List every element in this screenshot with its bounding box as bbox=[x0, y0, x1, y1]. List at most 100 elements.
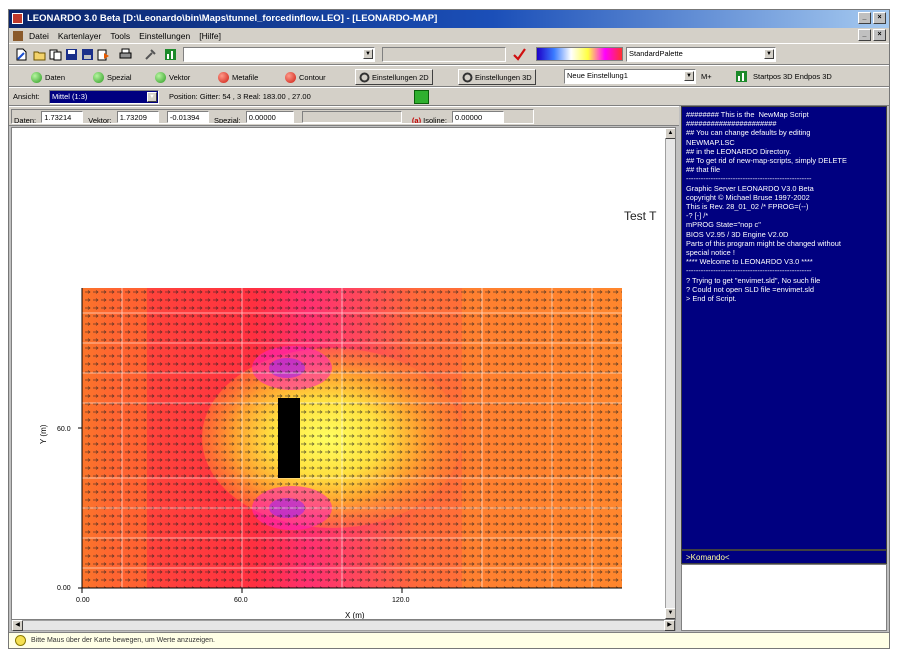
chevron-down-icon[interactable]: ▼ bbox=[684, 71, 694, 81]
status-ball-icon bbox=[93, 71, 104, 83]
chart-icon[interactable] bbox=[164, 48, 177, 61]
command-combo[interactable]: ▼ bbox=[183, 47, 375, 62]
mode-label: Spezial bbox=[107, 72, 132, 82]
memory-plus-button[interactable]: M+ bbox=[701, 72, 712, 81]
mode-label: Contour bbox=[299, 72, 326, 82]
menu-hilfe[interactable]: [Hilfe] bbox=[199, 30, 221, 41]
spezial-label: Spezial: bbox=[213, 116, 241, 124]
menu-kartenlayer[interactable]: Kartenlayer bbox=[57, 30, 102, 41]
settings-2d-button[interactable]: Einstellungen 2D bbox=[355, 69, 433, 85]
mdi-close-button[interactable]: × bbox=[873, 29, 886, 41]
ansicht-label: Ansicht: bbox=[13, 92, 40, 101]
vector-arrows bbox=[82, 288, 622, 588]
chart-icon[interactable] bbox=[735, 70, 748, 83]
ansicht-select[interactable]: Mittel (1:3) ▼ bbox=[49, 90, 159, 104]
title-bar[interactable]: LEONARDO 3.0 Beta [D:\Leonardo\bin\Maps\… bbox=[9, 10, 889, 28]
settings-icon bbox=[359, 72, 370, 82]
console-line: ----------------------------------------… bbox=[686, 174, 812, 184]
mode-metafile-button[interactable]: Metafile bbox=[218, 69, 258, 85]
plot-title-fragment: Test T bbox=[624, 209, 657, 223]
ansicht-select-value: Mittel (1:3) bbox=[52, 92, 88, 101]
value-toolbar: Daten: 1.73214 Vektor: 1.73209 -0.01394 … bbox=[9, 106, 679, 126]
document-icon[interactable] bbox=[13, 30, 23, 41]
daten-label: Daten: bbox=[14, 116, 37, 124]
menu-tools[interactable]: Tools bbox=[110, 30, 131, 41]
vertical-scrollbar[interactable]: ▲ ▼ bbox=[665, 128, 675, 619]
export-icon[interactable] bbox=[97, 48, 110, 61]
console-line: ? Trying to get "envimet.sld", No such f… bbox=[686, 275, 821, 285]
app-icon bbox=[12, 13, 23, 24]
refresh-icon[interactable] bbox=[414, 90, 429, 104]
menu-bar: Datei Kartenlayer Tools Einstellungen [H… bbox=[9, 28, 889, 43]
scroll-right-icon[interactable]: ▶ bbox=[664, 620, 675, 631]
console-line: mPROG State="nop c" bbox=[686, 220, 761, 230]
minimize-button[interactable]: _ bbox=[858, 12, 871, 24]
save-icon[interactable] bbox=[65, 48, 78, 61]
settings-2d-label: Einstellungen 2D bbox=[372, 72, 429, 82]
isoline-toggle-button[interactable]: (a) bbox=[411, 116, 422, 124]
scroll-left-icon[interactable]: ◀ bbox=[12, 620, 23, 631]
mode-spezial-button[interactable]: Spezial bbox=[93, 69, 132, 85]
palette-select-value: StandardPalette bbox=[629, 49, 683, 58]
console-output: ######## This is the NewMap Script ######… bbox=[686, 110, 882, 303]
mode-daten-button[interactable]: Daten bbox=[31, 69, 65, 85]
chevron-down-icon[interactable]: ▼ bbox=[764, 49, 774, 59]
menu-datei[interactable]: Datei bbox=[29, 30, 49, 41]
mode-contour-button[interactable]: Contour bbox=[285, 69, 326, 85]
checkmark-icon[interactable] bbox=[513, 48, 526, 61]
console-line: ## that file bbox=[686, 165, 721, 175]
copy-icon[interactable] bbox=[49, 48, 62, 61]
mode-vektor-button[interactable]: Vektor bbox=[155, 69, 190, 85]
settings-3d-button[interactable]: Einstellungen 3D bbox=[458, 69, 536, 85]
values-panel: Daten: 1.73214 Vektor: 1.73209 -0.01394 … bbox=[11, 109, 534, 124]
status-ball-icon bbox=[155, 71, 166, 83]
hint-icon bbox=[15, 635, 26, 646]
palette-select[interactable]: StandardPalette ▼ bbox=[626, 47, 776, 62]
scroll-down-icon[interactable]: ▼ bbox=[665, 608, 675, 619]
tool-icon[interactable] bbox=[144, 48, 157, 61]
save-as-icon[interactable] bbox=[81, 48, 94, 61]
spezial-value: 0.00000 bbox=[245, 111, 294, 123]
vektor-y-value: -0.01394 bbox=[166, 111, 209, 123]
isoline-label: Isoline: bbox=[423, 116, 447, 124]
console-line: ###################### bbox=[686, 119, 777, 129]
settings-3d-label: Einstellungen 3D bbox=[475, 72, 532, 82]
open-icon[interactable] bbox=[33, 48, 46, 61]
position-readout: Position: Gitter: 54 , 3 Real: 183.00 , … bbox=[169, 92, 311, 101]
console-line: special notice ! bbox=[686, 248, 735, 258]
window-title: LEONARDO 3.0 Beta [D:\Leonardo\bin\Maps\… bbox=[27, 13, 438, 24]
status-ball-icon bbox=[31, 71, 42, 83]
isoline-value[interactable]: 0.00000 bbox=[452, 111, 505, 123]
map-view[interactable]: Test T bbox=[11, 127, 676, 620]
menu-einstellungen[interactable]: Einstellungen bbox=[139, 30, 191, 41]
print-icon[interactable] bbox=[119, 48, 132, 61]
vektor-label: Vektor: bbox=[88, 116, 112, 124]
chevron-down-icon[interactable]: ▼ bbox=[363, 49, 373, 59]
console-line: ## To get rid of new-map-scripts, simply… bbox=[686, 156, 847, 166]
horizontal-scrollbar[interactable]: ◀ ▶ bbox=[11, 620, 676, 631]
console-line: **** Welcome to LEONARDO V3.0 **** bbox=[686, 257, 813, 267]
x-axis-label: X (m) bbox=[345, 611, 365, 619]
view-toolbar: Ansicht: Mittel (1:3) ▼ Position: Gitter… bbox=[9, 87, 889, 106]
x-tick-label: 60.0 bbox=[234, 597, 248, 604]
chevron-down-icon[interactable]: ▼ bbox=[147, 92, 157, 102]
console-line: ----------------------------------------… bbox=[686, 266, 812, 276]
scroll-up-icon[interactable]: ▲ bbox=[665, 128, 675, 139]
console-line: Parts of this program might be changed w… bbox=[686, 238, 841, 248]
startpos-endpos-button[interactable]: Startpos 3D Endpos 3D bbox=[753, 72, 832, 81]
new-icon[interactable] bbox=[15, 48, 28, 61]
mdi-controls: _ × bbox=[858, 29, 886, 41]
settings-select[interactable]: Neue Einstellung1 ▼ bbox=[564, 69, 696, 84]
command-input[interactable]: >Komando< bbox=[681, 550, 887, 564]
color-palette-preview bbox=[536, 47, 623, 61]
console-line: BIOS V2.95 / 3D Engine V2.0D bbox=[686, 229, 789, 239]
close-button[interactable]: × bbox=[873, 12, 886, 24]
console-line: ? Could not open SLD file =envimet.sld bbox=[686, 284, 814, 294]
mode-label: Metafile bbox=[232, 72, 259, 82]
settings-select-value: Neue Einstellung1 bbox=[567, 71, 628, 80]
mdi-minimize-button[interactable]: _ bbox=[858, 29, 871, 41]
script-console[interactable]: ######## This is the NewMap Script ######… bbox=[681, 106, 887, 550]
map-plot[interactable]: Test T bbox=[12, 128, 664, 619]
console-line: NEWMAP.LSC bbox=[686, 137, 735, 147]
axes bbox=[78, 288, 622, 593]
